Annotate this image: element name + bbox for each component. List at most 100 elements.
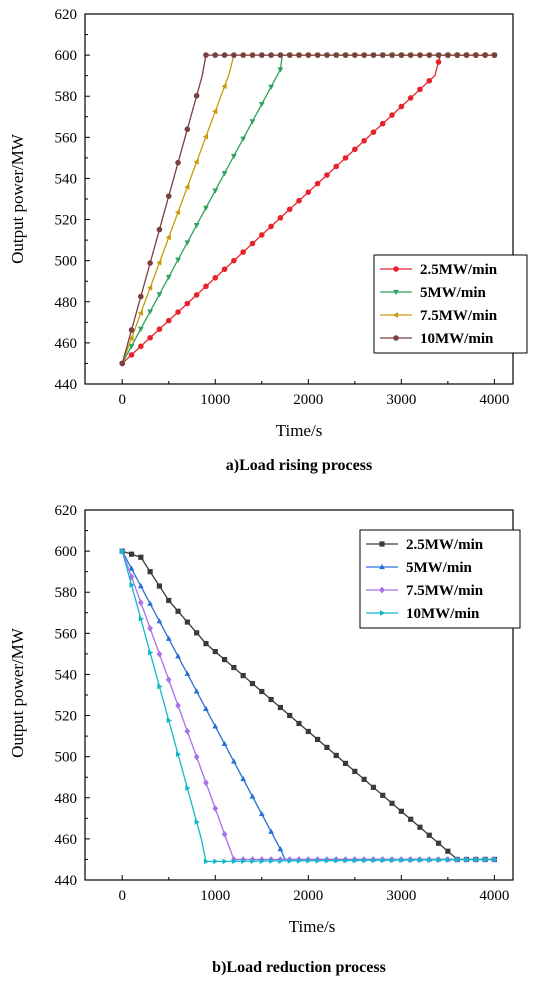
data-point (128, 352, 135, 358)
data-point (445, 52, 451, 58)
y-tick-label: 460 (55, 336, 78, 352)
data-point (175, 159, 181, 166)
chart-caption: b)Load reduction process (212, 959, 386, 976)
data-point (166, 717, 172, 724)
data-point (166, 597, 172, 604)
data-point (408, 816, 414, 822)
data-point (277, 52, 284, 58)
data-point (399, 857, 405, 863)
data-point (417, 857, 424, 863)
data-point (259, 688, 265, 695)
legend-marker (393, 266, 399, 272)
data-point (231, 858, 237, 865)
data-point (398, 808, 404, 814)
legend: 2.5MW/min 5MW/min 7.5MW/min 10MW/min (373, 254, 528, 354)
data-point (249, 793, 256, 799)
data-point (287, 712, 293, 719)
data-point (417, 824, 423, 830)
y-tick-label: 620 (55, 7, 78, 23)
data-point (342, 155, 349, 161)
data-point (352, 857, 358, 864)
data-point (249, 680, 256, 687)
data-point (258, 102, 265, 108)
x-tick-label: 2000 (293, 888, 323, 904)
data-point (156, 618, 163, 624)
data-point (286, 52, 293, 58)
data-point (491, 52, 498, 58)
data-point (324, 857, 331, 864)
data-point (455, 856, 461, 863)
data-point (147, 334, 153, 341)
data-point (193, 223, 200, 229)
data-point (249, 240, 256, 247)
data-point (241, 858, 247, 865)
x-tick-label: 4000 (479, 888, 509, 904)
data-point (222, 858, 228, 865)
data-point (175, 653, 181, 659)
data-point (324, 52, 330, 58)
legend-marker (379, 586, 385, 594)
x-tick-label: 1000 (200, 392, 230, 408)
y-tick-label: 580 (55, 585, 78, 601)
x-axis-label: Time/s (276, 421, 323, 440)
data-point (426, 78, 433, 84)
data-point (156, 292, 163, 298)
legend-marker (392, 312, 399, 318)
data-point (296, 720, 302, 727)
data-point (473, 856, 479, 863)
data-point (436, 856, 442, 863)
data-point (380, 857, 386, 864)
data-point (250, 858, 256, 865)
data-point (296, 52, 302, 58)
legend-marker (379, 541, 385, 547)
x-tick-label: 1000 (200, 888, 230, 904)
data-point (128, 327, 135, 333)
data-point (287, 858, 293, 864)
y-tick-label: 500 (55, 750, 78, 766)
data-point (203, 205, 209, 211)
legend-label: 10MW/min (420, 331, 494, 347)
legend: 2.5MW/min 5MW/min 7.5MW/min 10MW/min (359, 529, 521, 629)
data-point (277, 215, 284, 221)
data-point (324, 744, 330, 751)
data-point (315, 857, 321, 864)
data-point (426, 832, 432, 838)
data-point (240, 136, 247, 142)
data-point (174, 209, 181, 216)
data-point (231, 758, 237, 764)
y-tick-label: 540 (55, 171, 78, 187)
data-point (165, 676, 172, 684)
legend-marker (379, 610, 386, 616)
data-point (221, 52, 228, 58)
y-tick-label: 440 (55, 377, 78, 393)
data-point (305, 189, 312, 195)
data-point (454, 52, 460, 58)
chart-rising: Time/s Output power/MW a)Load rising pro… (8, 7, 528, 474)
data-point (137, 326, 144, 332)
data-point (231, 153, 237, 160)
data-point (194, 630, 200, 636)
data-point (398, 52, 405, 58)
data-point (445, 848, 451, 854)
data-point (464, 856, 470, 863)
data-point (184, 727, 191, 735)
data-point (138, 615, 144, 622)
data-point (221, 266, 228, 273)
data-point (389, 52, 395, 58)
data-point (194, 819, 200, 825)
data-point (286, 206, 293, 213)
data-point (165, 274, 172, 281)
data-point (137, 583, 144, 589)
data-point (184, 126, 191, 133)
data-point (128, 335, 134, 342)
data-point (203, 779, 209, 787)
data-point (435, 59, 442, 65)
data-point (137, 310, 143, 316)
data-point (269, 858, 275, 864)
legend-marker (393, 289, 399, 296)
y-tick-label: 480 (55, 791, 78, 807)
data-point (380, 792, 386, 798)
data-point (203, 641, 209, 647)
data-point (268, 828, 274, 834)
data-point (379, 52, 386, 58)
